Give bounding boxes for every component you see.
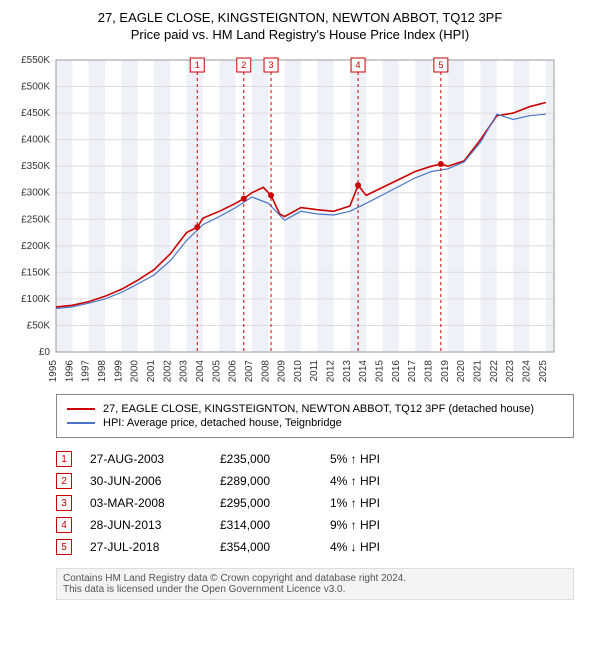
svg-text:2025: 2025 bbox=[538, 360, 549, 382]
transaction-row: 5 27-JUL-2018£354,0004% ↓ HPI bbox=[56, 536, 574, 558]
svg-text:2007: 2007 bbox=[244, 360, 255, 382]
svg-text:1998: 1998 bbox=[97, 360, 108, 382]
svg-text:2005: 2005 bbox=[211, 360, 222, 382]
svg-text:1: 1 bbox=[195, 60, 200, 70]
transaction-date: 27-JUL-2018 bbox=[90, 540, 220, 554]
transaction-row: 2 30-JUN-2006£289,0004% ↑ HPI bbox=[56, 470, 574, 492]
svg-text:2023: 2023 bbox=[505, 360, 516, 382]
svg-text:2000: 2000 bbox=[130, 360, 141, 382]
svg-text:2019: 2019 bbox=[440, 360, 451, 382]
legend-item: 27, EAGLE CLOSE, KINGSTEIGNTON, NEWTON A… bbox=[67, 403, 563, 415]
svg-text:£350K: £350K bbox=[21, 161, 50, 172]
svg-text:£200K: £200K bbox=[21, 241, 50, 252]
svg-text:2004: 2004 bbox=[195, 360, 206, 382]
transaction-date: 30-JUN-2006 bbox=[90, 474, 220, 488]
chart-title-1: 27, EAGLE CLOSE, KINGSTEIGNTON, NEWTON A… bbox=[8, 10, 592, 25]
svg-text:2011: 2011 bbox=[309, 360, 320, 382]
transaction-price: £295,000 bbox=[220, 496, 330, 510]
legend-swatch bbox=[67, 422, 95, 424]
svg-text:2017: 2017 bbox=[407, 360, 418, 382]
svg-text:£100K: £100K bbox=[21, 294, 50, 305]
transaction-marker: 1 bbox=[56, 451, 72, 467]
transaction-marker: 2 bbox=[56, 473, 72, 489]
transaction-delta: 1% ↑ HPI bbox=[330, 496, 450, 510]
svg-text:£150K: £150K bbox=[21, 267, 50, 278]
svg-text:2015: 2015 bbox=[375, 360, 386, 382]
svg-text:£250K: £250K bbox=[21, 214, 50, 225]
legend-label: 27, EAGLE CLOSE, KINGSTEIGNTON, NEWTON A… bbox=[103, 403, 534, 415]
svg-text:£300K: £300K bbox=[21, 188, 50, 199]
svg-text:2: 2 bbox=[241, 60, 246, 70]
svg-text:£50K: £50K bbox=[27, 320, 51, 331]
transaction-marker: 3 bbox=[56, 495, 72, 511]
svg-text:2018: 2018 bbox=[424, 360, 435, 382]
footer-attribution: Contains HM Land Registry data © Crown c… bbox=[56, 568, 574, 600]
transaction-date: 27-AUG-2003 bbox=[90, 452, 220, 466]
svg-text:1995: 1995 bbox=[48, 360, 59, 382]
legend-item: HPI: Average price, detached house, Teig… bbox=[67, 417, 563, 429]
transaction-row: 1 27-AUG-2003£235,0005% ↑ HPI bbox=[56, 448, 574, 470]
svg-text:1997: 1997 bbox=[81, 360, 92, 382]
svg-text:2022: 2022 bbox=[489, 360, 500, 382]
svg-text:2008: 2008 bbox=[260, 360, 271, 382]
svg-text:2016: 2016 bbox=[391, 360, 402, 382]
svg-text:2006: 2006 bbox=[228, 360, 239, 382]
svg-text:5: 5 bbox=[438, 60, 443, 70]
svg-text:1999: 1999 bbox=[113, 360, 124, 382]
svg-text:£400K: £400K bbox=[21, 135, 50, 146]
svg-text:2013: 2013 bbox=[342, 360, 353, 382]
svg-text:£0: £0 bbox=[39, 347, 51, 358]
svg-text:4: 4 bbox=[356, 60, 361, 70]
transaction-delta: 5% ↑ HPI bbox=[330, 452, 450, 466]
transaction-row: 3 03-MAR-2008£295,0001% ↑ HPI bbox=[56, 492, 574, 514]
svg-text:£500K: £500K bbox=[21, 82, 50, 93]
transaction-price: £314,000 bbox=[220, 518, 330, 532]
chart-svg: £0 £50K £100K £150K £200K £250K £300K £350K £400… bbox=[8, 52, 568, 382]
svg-text:2014: 2014 bbox=[358, 360, 369, 382]
legend: 27, EAGLE CLOSE, KINGSTEIGNTON, NEWTON A… bbox=[56, 394, 574, 438]
transaction-delta: 4% ↑ HPI bbox=[330, 474, 450, 488]
transaction-date: 03-MAR-2008 bbox=[90, 496, 220, 510]
svg-text:£550K: £550K bbox=[21, 55, 50, 66]
svg-text:1996: 1996 bbox=[64, 360, 75, 382]
legend-swatch bbox=[67, 408, 95, 410]
footer-line-1: Contains HM Land Registry data © Crown c… bbox=[63, 573, 567, 584]
chart-title-2: Price paid vs. HM Land Registry's House … bbox=[8, 27, 592, 42]
price-chart: £0 £50K £100K £150K £200K £250K £300K £350K £400… bbox=[8, 52, 592, 382]
transaction-marker: 4 bbox=[56, 517, 72, 533]
transaction-price: £235,000 bbox=[220, 452, 330, 466]
svg-text:£450K: £450K bbox=[21, 108, 50, 119]
transaction-delta: 4% ↓ HPI bbox=[330, 540, 450, 554]
transactions-table: 1 27-AUG-2003£235,0005% ↑ HPI 2 30-JUN-2006… bbox=[56, 448, 574, 558]
svg-text:2021: 2021 bbox=[473, 360, 484, 382]
legend-label: HPI: Average price, detached house, Teig… bbox=[103, 417, 342, 429]
svg-text:2001: 2001 bbox=[146, 360, 157, 382]
svg-text:3: 3 bbox=[269, 60, 274, 70]
transaction-row: 4 28-JUN-2013£314,0009% ↑ HPI bbox=[56, 514, 574, 536]
transaction-delta: 9% ↑ HPI bbox=[330, 518, 450, 532]
svg-text:2003: 2003 bbox=[179, 360, 190, 382]
transaction-price: £289,000 bbox=[220, 474, 330, 488]
svg-text:2010: 2010 bbox=[293, 360, 304, 382]
svg-text:2020: 2020 bbox=[456, 360, 467, 382]
svg-text:2024: 2024 bbox=[522, 360, 533, 382]
transaction-price: £354,000 bbox=[220, 540, 330, 554]
footer-line-2: This data is licensed under the Open Gov… bbox=[63, 584, 567, 595]
svg-text:2009: 2009 bbox=[277, 360, 288, 382]
transaction-marker: 5 bbox=[56, 539, 72, 555]
transaction-date: 28-JUN-2013 bbox=[90, 518, 220, 532]
svg-text:2012: 2012 bbox=[326, 360, 337, 382]
svg-text:2002: 2002 bbox=[162, 360, 173, 382]
